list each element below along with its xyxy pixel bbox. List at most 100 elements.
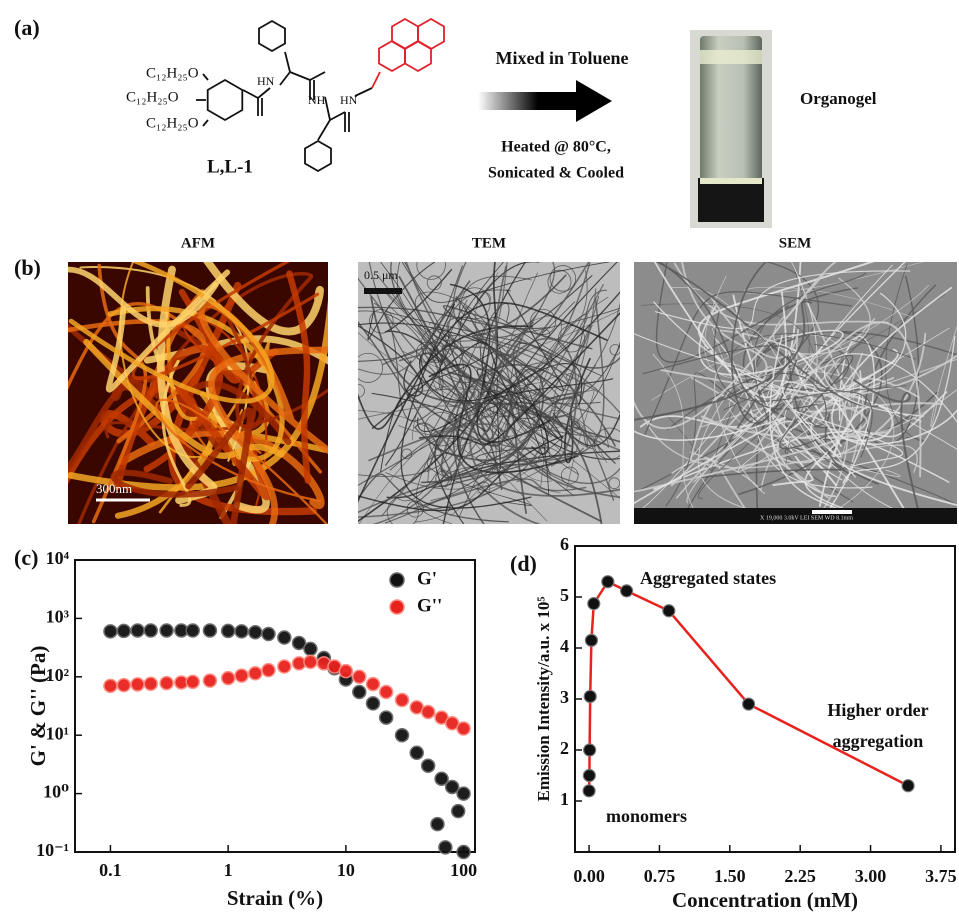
point [104,679,117,692]
scale-bar [364,288,402,294]
arrow-shaft [478,92,578,110]
bond [310,72,325,80]
y-axis-label: Emission Intensity/a.u. x 10⁵ [534,597,553,802]
point [663,605,675,617]
y-tick-label: 10⁰ [43,782,69,802]
image-title: TEM [472,235,506,251]
point [278,660,291,673]
charts: (c)0.111010010⁻¹10⁰10¹10²10³10⁴Strain (%… [14,534,957,912]
bond [318,120,330,140]
bond [330,112,345,120]
point [262,664,275,677]
scale-label: 300nm [96,481,132,496]
amide: NH [308,93,326,107]
bond [325,97,330,120]
point [743,698,755,710]
point [235,625,248,638]
ring [418,19,444,49]
point [422,759,435,772]
arrow-head [576,80,612,122]
point [160,677,173,690]
point [131,624,144,637]
y-tick-label: 10⁴ [46,548,70,568]
y-tick-label: 10³ [46,607,70,627]
figure: (a) C₁₂H₂₅O C₁₂H₂₅O C₁₂H₂₅O HN NH HN L,L… [0,0,959,918]
y-tick-label: 3 [560,687,569,707]
point [222,624,235,637]
point [457,787,470,800]
ring [379,41,405,71]
point [249,667,262,680]
x-tick-label: 2.25 [784,866,816,886]
tem-image [339,242,639,541]
line [589,582,908,791]
point [602,576,614,588]
y-tick-label: 1 [560,789,569,809]
point [353,685,366,698]
point [304,655,317,668]
point [262,628,275,641]
point [431,818,444,831]
point [144,677,157,690]
point [584,690,596,702]
x-tick-label: 3.75 [925,866,957,886]
y-tick-label: 6 [560,534,569,554]
x-tick-label: 100 [450,860,477,880]
point [186,675,199,688]
bond [355,88,372,96]
process-title: Mixed in Toluene [495,48,628,68]
scale-bar [812,510,852,514]
image-title: AFM [181,235,215,251]
afm-image [48,242,341,542]
x-tick-label: 10 [337,860,355,880]
bond [243,90,258,98]
ring [392,19,418,49]
legend-label: G' [417,568,437,589]
x-tick-label: 0.00 [573,866,605,886]
panel-label: (d) [510,551,537,576]
x-tick-label: 1 [224,860,233,880]
point [160,624,173,637]
legend-marker [390,600,404,614]
substituent: C₁₂H₂₅O [126,89,179,105]
ring [405,41,431,71]
page: { "panel_a": { "label": "(a)", "molecule… [0,0,959,918]
point [278,631,291,644]
point [353,670,366,683]
point [621,585,633,597]
process-condition: Heated @ 80°C, [501,139,611,156]
product-label: Organogel [800,89,877,108]
point [902,780,914,792]
x-tick-label: 1.50 [714,866,746,886]
point [380,685,393,698]
amide: HN [257,74,275,88]
scale-label: 0.5 μm [364,268,398,282]
y-tick-label: 4 [560,636,569,656]
point [452,805,465,818]
point [396,694,409,707]
point [588,598,600,610]
point [439,841,452,854]
point [203,624,216,637]
point [104,625,117,638]
point [131,678,144,691]
point [583,785,595,797]
point [249,626,262,639]
ring [305,141,331,171]
point [584,744,596,756]
point [457,722,470,735]
point [367,697,380,710]
ring [208,80,243,120]
annotation: Aggregated states [640,568,776,588]
point [396,729,409,742]
amide: HN [340,93,358,107]
point [144,624,157,637]
substituent: C₁₂H₂₅O [146,65,199,81]
x-tick-label: 3.00 [855,866,887,886]
bond [372,72,380,88]
y-tick-label: 2 [560,738,569,758]
y-axis-label: G' & G'' (Pa) [26,646,50,767]
point [117,679,130,692]
ring [259,21,285,51]
point [583,770,595,782]
